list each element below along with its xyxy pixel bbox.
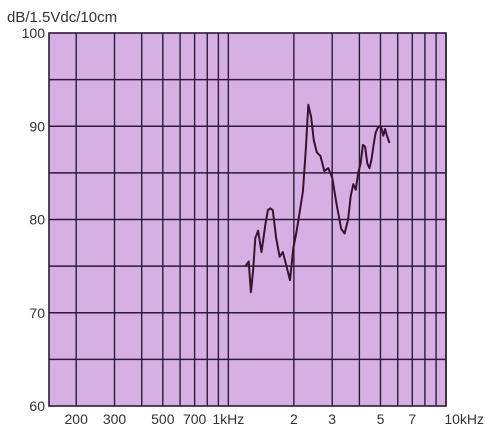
horizontal-gridlines (49, 78, 446, 361)
x-tick-label: 5 (377, 411, 385, 427)
x-tick-label: 200 (65, 411, 89, 427)
x-axis-tick-labels: 200 300 500 700 1kHz 2 3 5 7 10kHz (65, 411, 484, 427)
y-axis-tick-labels: 100 90 80 70 60 (22, 25, 46, 414)
y-tick-label: 90 (29, 118, 45, 134)
x-tick-label: 2 (290, 411, 298, 427)
y-tick-label: 60 (29, 398, 45, 414)
unit-label: dB/1.5Vdc/10cm (7, 9, 117, 26)
y-tick-label: 70 (29, 305, 45, 321)
x-tick-label: 3 (328, 411, 336, 427)
x-tick-label: 10kHz (444, 411, 484, 427)
x-tick-label: 7 (408, 411, 416, 427)
plot-frame (48, 32, 447, 407)
x-tick-label: 500 (151, 411, 175, 427)
y-tick-label: 80 (29, 212, 45, 228)
x-tick-label: 1kHz (212, 411, 244, 427)
response-curve (244, 103, 391, 294)
y-tick-label: 100 (22, 25, 46, 41)
x-tick-label: 700 (183, 411, 207, 427)
x-tick-label: 300 (103, 411, 127, 427)
